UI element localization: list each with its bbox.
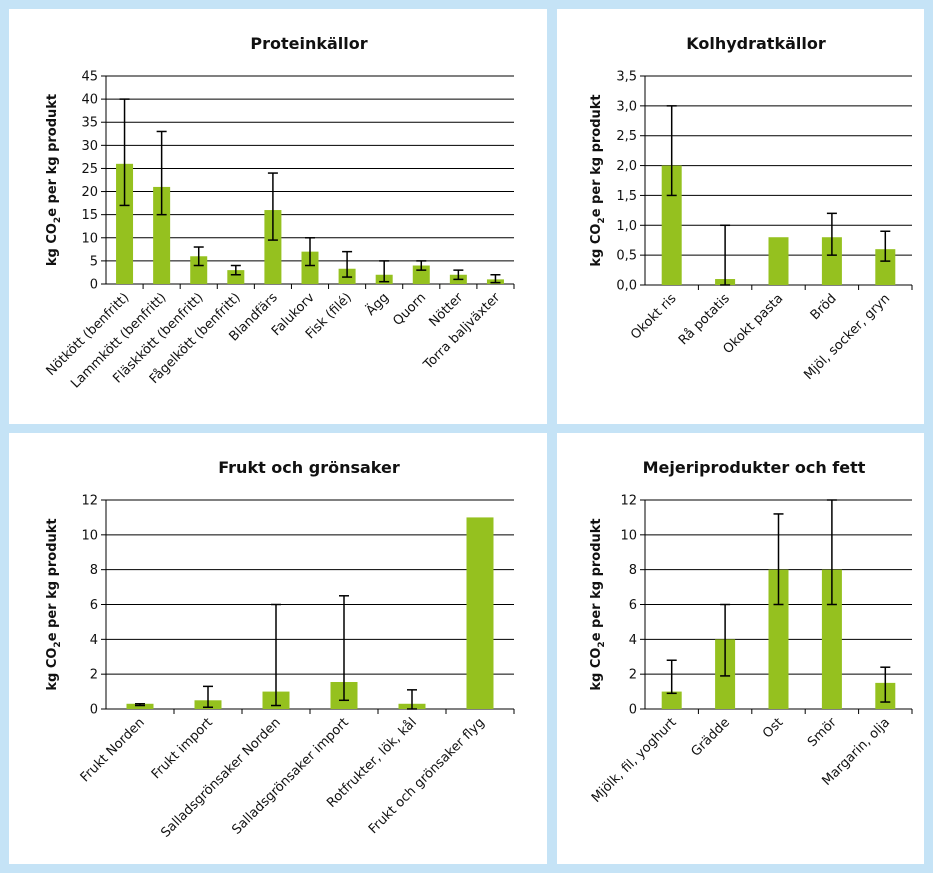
x-category-label: Ost — [760, 715, 786, 741]
x-category-label: Salladsgrönsaker import — [229, 715, 351, 837]
y-tick-label: 2,5 — [616, 129, 637, 144]
chart-title: Kolhydratkällor — [686, 34, 826, 53]
x-category-label: Ägg — [363, 290, 392, 319]
bar — [301, 251, 319, 284]
y-axis-label: kg CO2e per kg produkt — [45, 94, 63, 266]
chart-panel-frukt-och-gronsaker: Frukt och grönsaker kg CO2e per kg produk… — [9, 433, 547, 864]
y-axis-label-part: e per kg produkt — [45, 518, 60, 641]
y-axis-label-subscript: 2 — [53, 217, 63, 223]
chart-panel-proteinkallor: Proteinkällor kg CO2e per kg produkt 0 5 10 1… — [9, 9, 547, 424]
y-axis-label-part: kg CO — [589, 224, 604, 267]
y-tick-label: 4 — [629, 633, 637, 648]
x-category-label: Frukt och grönsaker flyg — [366, 715, 488, 837]
x-category-label: Rå potatis — [676, 291, 733, 348]
bar — [768, 237, 789, 285]
x-category-label: Grädde — [688, 715, 732, 759]
y-axis-label-subscript: 2 — [597, 217, 607, 223]
bar — [190, 256, 208, 284]
y-tick-label: 10 — [81, 231, 98, 246]
y-tick-label: 3,0 — [616, 99, 637, 114]
x-category-label: Salladsgrönsaker Norden — [158, 715, 284, 841]
y-axis-label-part: kg CO — [45, 223, 60, 266]
y-tick-label: 5 — [90, 254, 98, 269]
y-tick-label: 0 — [90, 278, 98, 293]
y-tick-label: 20 — [81, 185, 98, 200]
chart-panel-mejeriprodukter-och-fett: Mejeriprodukter och fett kg CO2e per kg p… — [557, 433, 924, 864]
y-tick-label: 2 — [90, 668, 98, 683]
y-tick-label: 40 — [81, 93, 98, 108]
x-category-label: Okokt ris — [628, 291, 680, 343]
bar — [661, 691, 682, 709]
x-category-label: Mjölk, fil, yoghurt — [589, 715, 680, 806]
chart-proteinkallor: Proteinkällor kg CO2e per kg produkt 0 5 10 1… — [44, 34, 515, 392]
y-axis-label: kg CO2e per kg produkt — [589, 518, 607, 690]
y-tick-label: 45 — [81, 70, 98, 85]
chart-panel-kolhydratkallor: Kolhydratkällor kg CO2e per kg produkt 0,0… — [557, 9, 924, 424]
y-tick-label: 30 — [81, 139, 98, 154]
x-category-label: Bröd — [808, 291, 840, 323]
y-tick-label: 8 — [90, 563, 98, 578]
y-axis-label: kg CO2e per kg produkt — [589, 94, 607, 266]
chart-title: Proteinkällor — [250, 34, 367, 53]
y-axis-label-part: kg CO — [45, 648, 60, 691]
bar — [227, 270, 245, 284]
y-tick-label: 10 — [81, 528, 98, 543]
bar — [126, 703, 154, 709]
chart-title: Mejeriprodukter och fett — [643, 458, 866, 477]
chart-kolhydratkallor: Kolhydratkällor kg CO2e per kg produkt 0,0… — [589, 34, 913, 383]
y-tick-label: 0,5 — [616, 249, 637, 264]
y-tick-label: 0 — [629, 703, 637, 718]
y-tick-label: 6 — [90, 598, 98, 613]
y-tick-label: 10 — [620, 528, 637, 543]
y-tick-label: 3,5 — [616, 70, 637, 85]
y-tick-label: 25 — [81, 162, 98, 177]
x-category-label: Quorn — [390, 290, 429, 329]
y-tick-label: 1,5 — [616, 189, 637, 204]
bar — [821, 237, 842, 285]
y-axis-label-part: kg CO — [589, 648, 604, 691]
x-category-label: Frukt Norden — [78, 715, 148, 785]
y-tick-label: 15 — [81, 208, 98, 223]
x-category-label: Smör — [805, 715, 840, 750]
y-tick-label: 1,0 — [616, 219, 637, 234]
y-tick-label: 12 — [620, 494, 637, 509]
bar — [116, 163, 134, 284]
y-tick-label: 8 — [629, 563, 637, 578]
bar — [264, 210, 282, 284]
y-tick-label: 35 — [81, 116, 98, 131]
chart-title: Frukt och grönsaker — [218, 458, 400, 477]
bar — [153, 186, 171, 284]
y-axis-label-part: e per kg produkt — [589, 518, 604, 641]
x-category-label: Frukt import — [149, 715, 216, 782]
y-tick-label: 0,0 — [616, 279, 637, 294]
y-tick-label: 4 — [90, 633, 98, 648]
y-axis-label-subscript: 2 — [53, 641, 63, 647]
y-tick-label: 12 — [81, 494, 98, 509]
y-axis-label-subscript: 2 — [597, 641, 607, 647]
y-tick-label: 2 — [629, 668, 637, 683]
y-axis-label: kg CO2e per kg produkt — [45, 518, 63, 690]
y-tick-label: 2,0 — [616, 159, 637, 174]
y-tick-label: 0 — [90, 703, 98, 718]
y-tick-label: 6 — [629, 598, 637, 613]
bar — [466, 517, 494, 709]
y-axis-label-part: e per kg produkt — [45, 94, 60, 217]
y-axis-label-part: e per kg produkt — [589, 94, 604, 217]
bar — [875, 249, 896, 285]
